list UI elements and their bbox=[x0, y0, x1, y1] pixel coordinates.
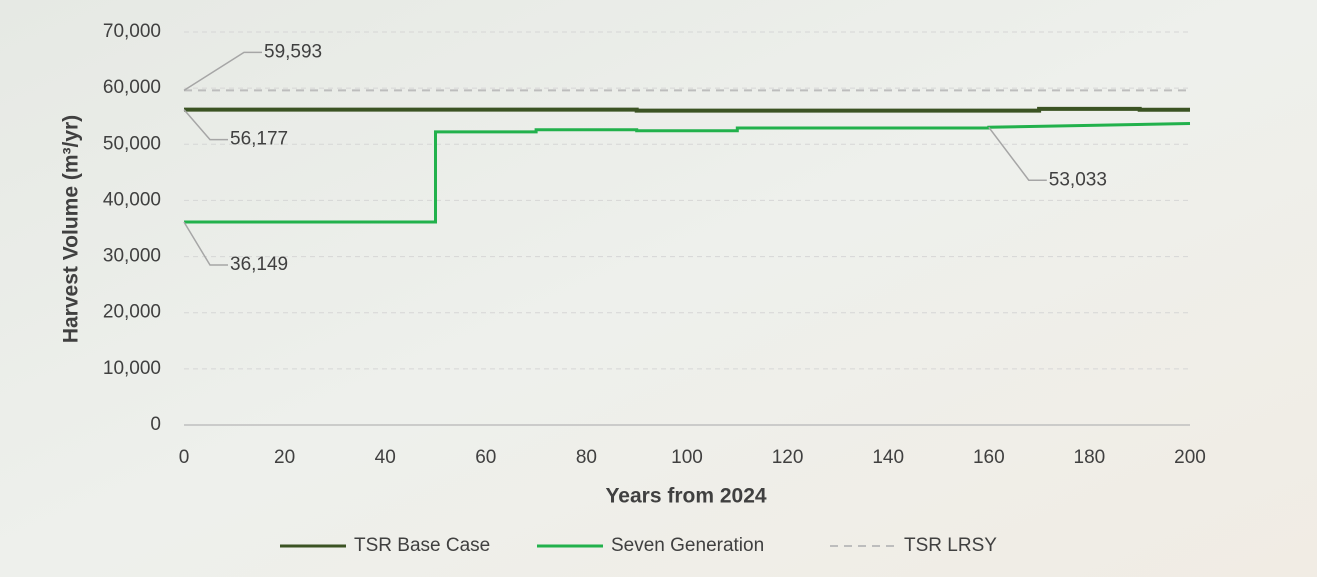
annotation-label: 59,593 bbox=[264, 41, 322, 62]
y-axis-title: Harvest Volume (m³/yr) bbox=[60, 115, 83, 343]
y-tick-label: 40,000 bbox=[103, 189, 161, 210]
annotation-label: 36,149 bbox=[230, 254, 288, 275]
x-axis-title: Years from 2024 bbox=[605, 485, 766, 508]
x-tick-label: 60 bbox=[475, 447, 496, 468]
x-tick-label: 200 bbox=[1174, 447, 1206, 468]
x-tick-label: 0 bbox=[179, 447, 190, 468]
x-tick-label: 80 bbox=[576, 447, 597, 468]
y-tick-label: 30,000 bbox=[103, 246, 161, 267]
y-tick-label: 20,000 bbox=[103, 302, 161, 323]
y-tick-label: 60,000 bbox=[103, 77, 161, 98]
x-tick-label: 20 bbox=[274, 447, 295, 468]
x-tick-label: 140 bbox=[872, 447, 904, 468]
annotation-leader bbox=[183, 109, 228, 141]
annotation-leader bbox=[988, 126, 1047, 182]
x-tick-label: 180 bbox=[1074, 447, 1106, 468]
x-tick-label: 100 bbox=[671, 447, 703, 468]
x-tick-label: 120 bbox=[772, 447, 804, 468]
legend-label: Seven Generation bbox=[611, 535, 764, 556]
x-tick-label: 40 bbox=[375, 447, 396, 468]
annotation-leader bbox=[183, 221, 228, 266]
series-line bbox=[184, 106, 1190, 113]
y-tick-label: 50,000 bbox=[103, 133, 161, 154]
x-tick-label: 160 bbox=[973, 447, 1005, 468]
annotation-leader bbox=[183, 51, 262, 92]
annotation-label: 56,177 bbox=[230, 129, 288, 150]
y-tick-label: 70,000 bbox=[103, 21, 161, 42]
annotation-label: 53,033 bbox=[1049, 169, 1107, 190]
legend-label: TSR Base Case bbox=[354, 535, 490, 556]
y-tick-label: 10,000 bbox=[103, 358, 161, 379]
y-tick-label: 0 bbox=[150, 414, 161, 435]
legend-label: TSR LRSY bbox=[904, 535, 997, 556]
